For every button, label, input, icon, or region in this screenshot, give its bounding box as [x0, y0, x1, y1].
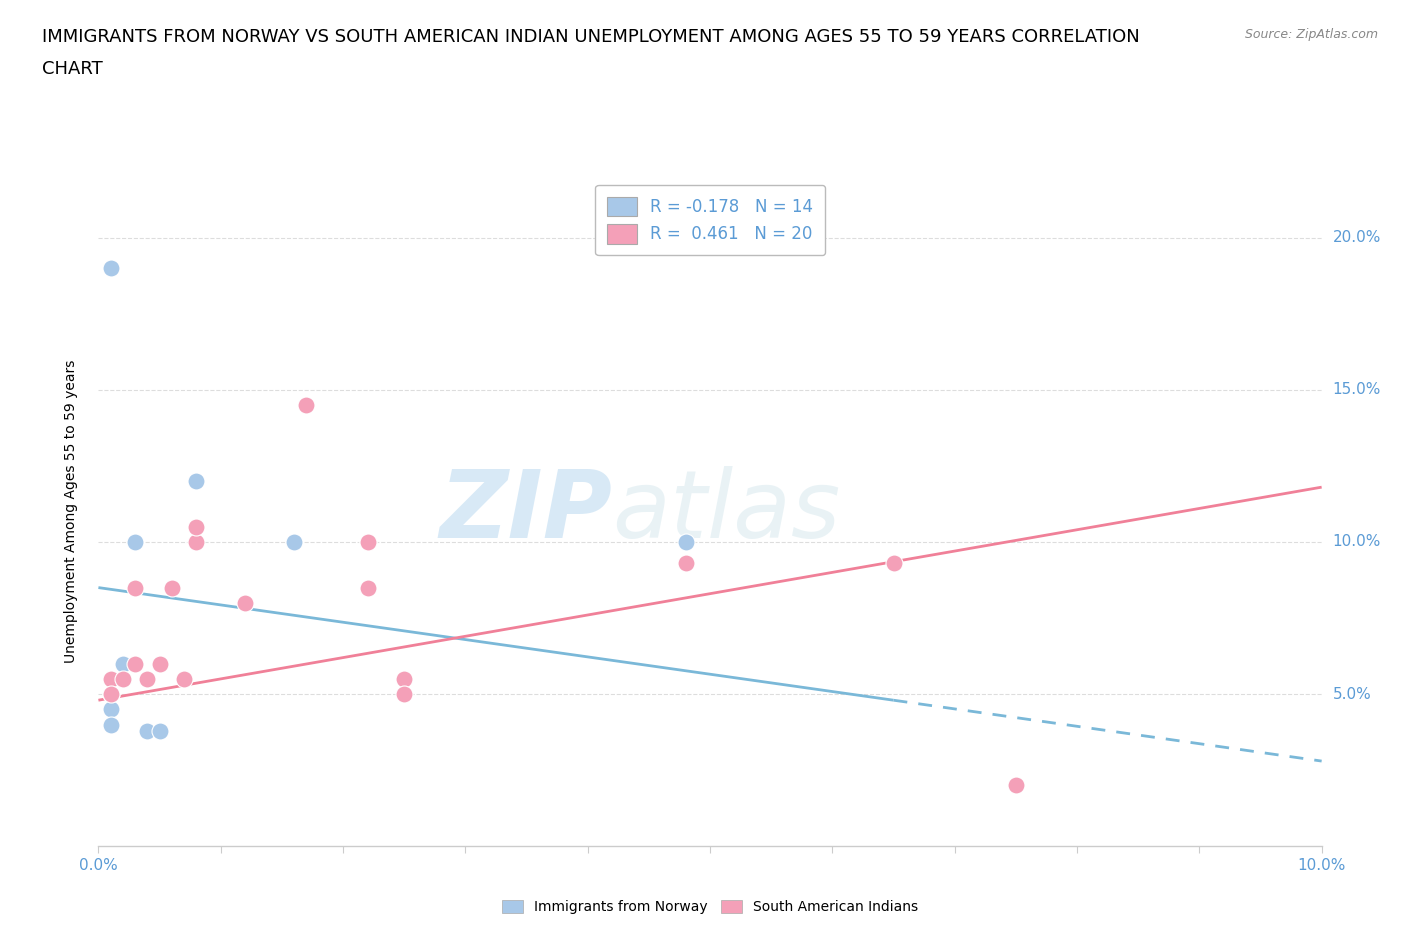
Point [100, 717, 122, 732]
Point [100, 702, 122, 717]
Point [124, 580, 146, 595]
Point [392, 671, 416, 686]
Point [186, 473, 208, 488]
Point [111, 671, 134, 686]
Point [149, 724, 172, 738]
Point [356, 535, 378, 550]
Point [392, 686, 416, 701]
Point [356, 535, 378, 550]
Point [124, 657, 146, 671]
Point [186, 535, 208, 550]
Text: 10.0%: 10.0% [1333, 535, 1381, 550]
Point [124, 535, 146, 550]
Text: 20.0%: 20.0% [1333, 230, 1381, 246]
Point [675, 556, 697, 571]
Point [136, 724, 159, 738]
Point [675, 535, 697, 550]
Text: 15.0%: 15.0% [1333, 382, 1381, 397]
Point [1004, 778, 1026, 793]
Point [149, 657, 172, 671]
Text: Source: ZipAtlas.com: Source: ZipAtlas.com [1244, 28, 1378, 41]
Legend: Immigrants from Norway, South American Indians: Immigrants from Norway, South American I… [496, 895, 924, 920]
Y-axis label: Unemployment Among Ages 55 to 59 years: Unemployment Among Ages 55 to 59 years [63, 360, 77, 663]
Point [100, 671, 122, 686]
Point [160, 580, 183, 595]
Point [173, 671, 195, 686]
Point [883, 556, 905, 571]
Point [100, 686, 122, 701]
Point [295, 397, 318, 412]
Point [111, 671, 134, 686]
Text: IMMIGRANTS FROM NORWAY VS SOUTH AMERICAN INDIAN UNEMPLOYMENT AMONG AGES 55 TO 59: IMMIGRANTS FROM NORWAY VS SOUTH AMERICAN… [42, 28, 1140, 46]
Text: ZIP: ZIP [439, 466, 612, 557]
Point [283, 535, 305, 550]
Point [233, 595, 256, 610]
Text: atlas: atlas [612, 466, 841, 557]
Text: 5.0%: 5.0% [1333, 686, 1371, 701]
Point [136, 671, 159, 686]
Point [186, 519, 208, 534]
Point [100, 671, 122, 686]
Text: CHART: CHART [42, 60, 103, 78]
Point [100, 686, 122, 701]
Point [356, 580, 378, 595]
Point [100, 260, 122, 275]
Point [111, 657, 134, 671]
